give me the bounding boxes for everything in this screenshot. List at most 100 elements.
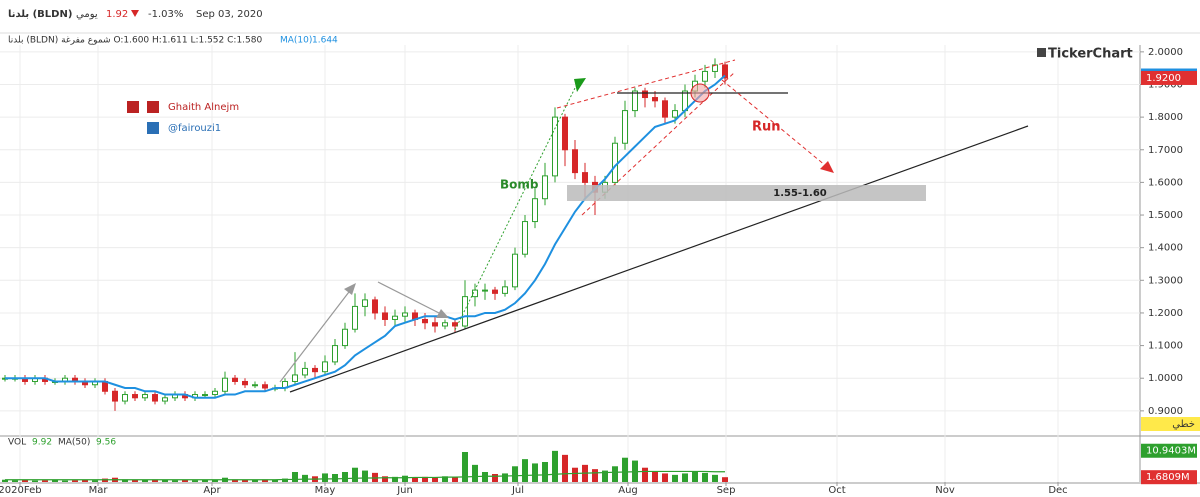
volume-bar xyxy=(432,477,438,482)
candle-body xyxy=(122,394,128,402)
volume-bar xyxy=(512,466,518,482)
twitter-icon xyxy=(147,122,159,134)
candle-body xyxy=(162,397,168,402)
vol-value: 9.92 xyxy=(32,438,52,448)
y-tick-label: 1.6000 xyxy=(1148,177,1183,188)
date: Sep 03, 2020 xyxy=(196,9,263,20)
volume-bar xyxy=(472,464,478,482)
volume-bar xyxy=(12,480,18,482)
volume-bar xyxy=(52,480,58,482)
y-tick-label: 1.8000 xyxy=(1148,112,1183,123)
volume-bar xyxy=(362,470,368,482)
zone-label: 1.55-1.60 xyxy=(773,188,827,199)
volume-bar xyxy=(522,459,528,482)
volume-bar xyxy=(342,472,348,482)
candle-body xyxy=(532,198,538,223)
run-label: Run xyxy=(752,120,781,135)
y-tick-label: 1.9000 xyxy=(1148,79,1183,90)
volume-bar xyxy=(22,480,28,482)
y-tick-label: 1.0000 xyxy=(1148,373,1183,384)
volume-bar xyxy=(252,480,258,482)
volume-bar xyxy=(572,467,578,482)
volume-bar xyxy=(412,477,418,482)
candle-body xyxy=(342,328,348,347)
x-tick-label: Sep xyxy=(717,485,736,496)
ma-value: 1.644 xyxy=(312,36,338,46)
volume-bar xyxy=(42,480,48,482)
candle-body xyxy=(582,172,588,183)
author: Ghaith Alnejm xyxy=(168,102,239,113)
change: -1.03% xyxy=(148,9,183,20)
volume-bar xyxy=(352,467,358,482)
y-tick-label: 0.9000 xyxy=(1148,406,1183,417)
candle-body xyxy=(202,394,208,397)
zone xyxy=(567,185,926,201)
volume-bar xyxy=(602,470,608,482)
volume-bar xyxy=(152,479,158,482)
volume-bar xyxy=(592,469,598,482)
run-arrow xyxy=(820,161,834,173)
candle-body xyxy=(442,322,448,327)
volume-bar xyxy=(212,479,218,482)
volume-bar xyxy=(622,457,628,482)
logo: TickerChart xyxy=(1048,47,1133,62)
candle-body xyxy=(402,312,408,317)
candle-body xyxy=(142,394,148,399)
volume-bar xyxy=(232,479,238,482)
y-tick-label: 1.2000 xyxy=(1148,308,1183,319)
x-tick-label: Jun xyxy=(396,485,413,496)
candle-body xyxy=(422,318,428,324)
volume-bar xyxy=(82,479,88,482)
candle-body xyxy=(132,394,138,399)
volume-bar xyxy=(292,472,298,482)
handle: @fairouzi1 xyxy=(168,123,221,134)
ma-line xyxy=(5,74,726,399)
volume-bar xyxy=(482,472,488,482)
vol-title: VOL xyxy=(8,438,26,448)
volume-bar xyxy=(402,475,408,482)
volume-bar xyxy=(502,473,508,482)
candle-body xyxy=(492,289,498,294)
symbol: بلدنا (BLDN) xyxy=(8,9,72,20)
candle-body xyxy=(722,64,728,79)
price-marker-label: 10.9403M xyxy=(1146,446,1196,457)
down-arrow xyxy=(131,10,139,17)
price-marker xyxy=(1141,470,1197,485)
volume-bar xyxy=(72,480,78,482)
candle-body xyxy=(512,253,518,288)
volume-bar xyxy=(172,480,178,482)
candle-body xyxy=(312,367,318,373)
volume-bar xyxy=(712,474,718,482)
volume-bar xyxy=(452,476,458,482)
y-tick-label: 1.3000 xyxy=(1148,275,1183,286)
arrowhead xyxy=(436,309,449,318)
mode[interactable]: خطي xyxy=(1172,419,1195,430)
volume-bar xyxy=(182,480,188,482)
facebook-icon xyxy=(127,101,139,113)
candle-body xyxy=(352,305,358,330)
volume-bar xyxy=(132,479,138,482)
candle-body xyxy=(152,394,158,402)
volume-bar xyxy=(662,473,668,482)
volume-bar xyxy=(462,452,468,482)
volume-bar xyxy=(122,479,128,482)
ma-label: MA(10) xyxy=(280,36,312,46)
candle-body xyxy=(572,149,578,174)
volume-bar xyxy=(332,474,338,482)
candle-body xyxy=(292,374,298,382)
x-tick-label: Mar xyxy=(89,485,109,496)
volume-bar xyxy=(552,450,558,482)
volume-bar xyxy=(492,474,498,482)
volume-bar xyxy=(2,479,8,482)
volume-bar xyxy=(642,467,648,482)
run-line xyxy=(721,79,827,167)
vol-ma-label: MA(50) xyxy=(58,438,90,448)
plot-area: 0.9000 1.0000 1.1000 1.2000 1.3000 1.4000 1.50… xyxy=(0,45,1200,496)
mode-box[interactable] xyxy=(1141,417,1200,431)
candle-body xyxy=(262,384,268,389)
candle-body xyxy=(432,322,438,327)
volume-bar xyxy=(32,480,38,482)
trendline xyxy=(289,125,1029,393)
logo-icon xyxy=(1037,48,1046,57)
y-tick-label: 1.7000 xyxy=(1148,145,1183,156)
